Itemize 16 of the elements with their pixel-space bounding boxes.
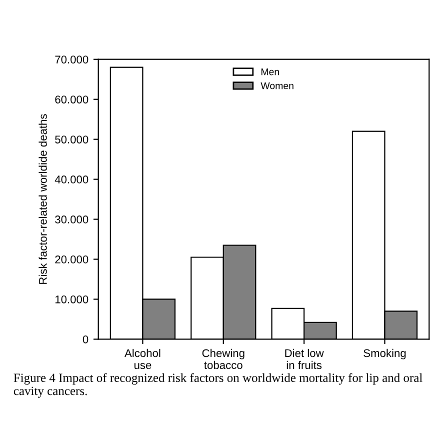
y-tick-label: 50.000 (55, 136, 88, 144)
x-tick-label: Chewing tobacco (202, 348, 244, 370)
y-tick-label: 10.000 (55, 295, 88, 304)
y-tick-label: 30.000 (55, 216, 88, 224)
x-tick-label: Alcohol use (124, 348, 160, 370)
y-tick-label: 40.000 (54, 176, 88, 184)
legend-label: Women (260, 82, 294, 90)
y-tick-label: 20.000 (55, 256, 88, 264)
caption: Figure 4 Impact of recognized risk factors on worldwide mortality for lip and oral cavity cancers. (14, 373, 422, 398)
x-tick-label: Diet low in fruits (285, 348, 324, 370)
y-tick-label: 70.000 (55, 56, 88, 64)
x-tick-label: Smoking (364, 348, 406, 360)
y-tick-label: 0 (82, 335, 88, 344)
legend-label: Men (261, 68, 279, 76)
y-axis-title: Risk factor-related worldide deaths (38, 114, 47, 284)
y-tick-label: 60.000 (55, 96, 88, 104)
